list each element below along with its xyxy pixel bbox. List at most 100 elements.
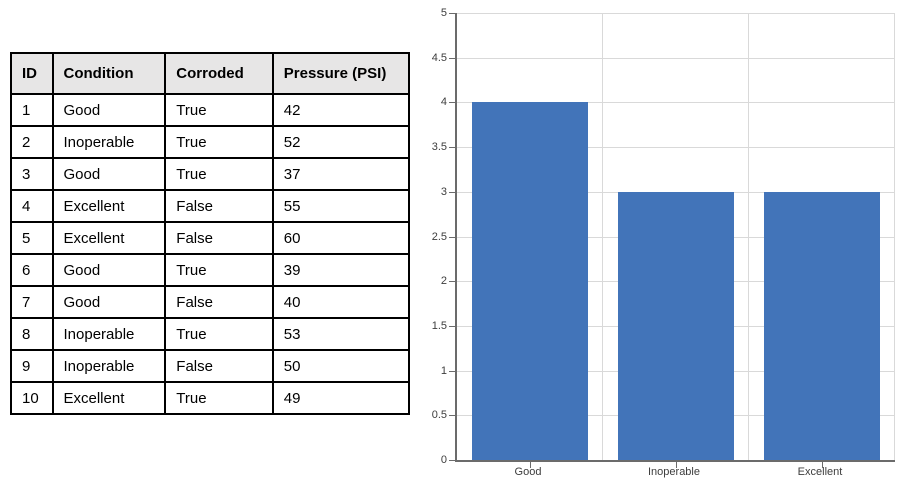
- y-axis-tick-label: 1.5: [431, 319, 447, 332]
- table-cell: True: [164, 93, 274, 127]
- table-cell: True: [164, 317, 274, 351]
- x-axis-labels: Good Inoperable Excellent: [455, 466, 893, 482]
- table-cell: Inoperable: [51, 125, 167, 159]
- y-axis-tick-label: 0: [440, 454, 447, 466]
- table-cell: 3: [10, 157, 54, 191]
- table-cell: 37: [271, 157, 411, 191]
- table-cell: Excellent: [51, 221, 167, 255]
- y-axis-tick-label: 2: [440, 275, 447, 288]
- table-cell: Excellent: [51, 381, 167, 415]
- y-axis-tick: [449, 57, 455, 59]
- bar-inoperable: [617, 191, 735, 460]
- table-cell: 60: [271, 221, 411, 255]
- table-cell: 6: [10, 253, 54, 287]
- x-axis-category-label: Good: [514, 466, 542, 478]
- table-cell: 55: [271, 189, 411, 223]
- table-cell: 49: [271, 381, 411, 415]
- horizontal-gridline: [457, 57, 895, 59]
- x-axis-tick: [529, 462, 531, 468]
- vertical-gridline: [894, 13, 895, 460]
- y-axis-tick-label: 3: [440, 185, 447, 198]
- table-cell: Good: [51, 93, 167, 127]
- table-cell: 52: [271, 125, 411, 159]
- x-axis-category-label: Inoperable: [648, 466, 700, 478]
- table-cell: 42: [271, 93, 411, 127]
- horizontal-gridline: [457, 147, 895, 149]
- y-axis-tick-label: 4: [440, 96, 447, 109]
- table-cell: 2: [10, 125, 54, 159]
- vertical-gridline: [747, 13, 749, 460]
- table-row: 4 Excellent False 55: [10, 189, 411, 223]
- horizontal-gridline: [457, 13, 895, 14]
- chart-plot-area: [449, 13, 895, 468]
- y-axis-tick-label: 4.5: [431, 51, 447, 64]
- table-cell: 5: [10, 221, 54, 255]
- y-axis-tick-label: 0.5: [431, 409, 447, 422]
- column-header: Pressure (PSI): [271, 52, 411, 95]
- table-cell: 40: [271, 285, 411, 319]
- table-cell: Good: [51, 157, 167, 191]
- y-axis-tick: [449, 147, 455, 149]
- y-axis-tick: [449, 191, 455, 193]
- y-axis-tick-label: 2.5: [431, 230, 447, 243]
- y-axis-tick: [449, 415, 455, 417]
- x-axis-tick: [822, 462, 823, 468]
- table-cell: Inoperable: [51, 317, 167, 351]
- y-axis-tick-label: 1: [440, 364, 447, 377]
- y-axis-labels: 0 0.5 1 1.5 2 2.5 3 3.5 4 4.5 5: [420, 7, 447, 466]
- horizontal-gridline: [457, 102, 895, 104]
- table-cell: Inoperable: [51, 349, 167, 383]
- table-cell: 8: [10, 317, 54, 351]
- table-row: 1 Good True 42: [10, 93, 411, 127]
- column-header: Condition: [51, 52, 167, 95]
- y-axis-tick: [449, 325, 455, 327]
- table-row: 7 Good False 40: [10, 285, 411, 319]
- column-header: Corroded: [164, 52, 274, 95]
- pipe-data-table: ID Condition Corroded Pressure (PSI) 1 Good T…: [10, 52, 411, 415]
- table-cell: False: [164, 349, 274, 383]
- table-cell: 10: [10, 381, 54, 415]
- y-axis-tick-label: 5: [440, 7, 447, 19]
- table-cell: 7: [10, 285, 54, 319]
- table-row: 8 Inoperable True 53: [10, 317, 411, 351]
- table-row: 5 Excellent False 60: [10, 221, 411, 255]
- bar-good: [471, 102, 589, 460]
- table-header-row: ID Condition Corroded Pressure (PSI): [10, 52, 411, 95]
- table-cell: 1: [10, 93, 54, 127]
- table-cell: Good: [51, 285, 167, 319]
- y-axis-tick: [449, 370, 455, 372]
- table-cell: Good: [51, 253, 167, 287]
- x-axis-category-label: Excellent: [797, 466, 843, 478]
- table-cell: 50: [271, 349, 411, 383]
- bar-excellent: [763, 191, 881, 460]
- table-cell: False: [164, 221, 274, 255]
- table-cell: 4: [10, 189, 54, 223]
- table-cell: True: [164, 125, 274, 159]
- table-body: 1 Good True 42 2 Inoperable True 52 3 Good True 37 4…: [10, 93, 411, 415]
- y-axis-tick: [449, 13, 455, 14]
- table-row: 10 Excellent True 49: [10, 381, 411, 415]
- table-cell: False: [164, 285, 274, 319]
- table-cell: True: [164, 253, 274, 287]
- table-cell: 9: [10, 349, 54, 383]
- column-header: ID: [10, 52, 54, 95]
- table-row: 2 Inoperable True 52: [10, 125, 411, 159]
- x-axis-tick: [676, 462, 677, 468]
- table-row: 9 Inoperable False 50: [10, 349, 411, 383]
- table-cell: False: [164, 189, 274, 223]
- vertical-gridline: [601, 13, 603, 460]
- table-cell: True: [164, 157, 274, 191]
- table-cell: True: [164, 381, 274, 415]
- table-header: ID Condition Corroded Pressure (PSI): [10, 52, 411, 95]
- table-row: 3 Good True 37: [10, 157, 411, 191]
- y-axis-tick: [449, 102, 455, 104]
- y-axis-tick: [449, 236, 455, 238]
- bar-chart: 0 0.5 1 1.5 2 2.5 3 3.5 4 4.5 5 Good Inoperable Exce…: [420, 0, 904, 487]
- table-cell: 53: [271, 317, 411, 351]
- table-row: 6 Good True 39: [10, 253, 411, 287]
- y-axis-tick-label: 3.5: [431, 141, 447, 154]
- y-axis-tick: [449, 460, 455, 461]
- table-cell: 39: [271, 253, 411, 287]
- y-axis-tick: [449, 281, 455, 283]
